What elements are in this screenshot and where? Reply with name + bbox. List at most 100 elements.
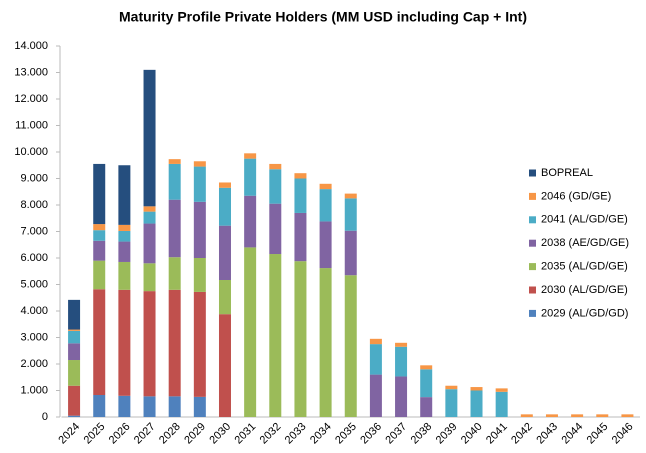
bar-segment: [621, 414, 634, 417]
y-tick-label: 5.000: [20, 278, 48, 290]
legend-label: 2029 (AL/GD/GD): [541, 307, 628, 319]
legend-swatch: [529, 239, 536, 247]
x-tick-label: 2025: [82, 421, 108, 447]
bar-segment: [118, 289, 131, 396]
x-tick-label: 2043: [534, 421, 560, 447]
y-tick-label: 13.000: [14, 66, 48, 78]
bar-segment: [218, 279, 231, 315]
bar-segment: [93, 289, 106, 396]
bar-segment: [269, 163, 282, 170]
x-tick-label: 2029: [182, 421, 208, 447]
x-tick-label: 2031: [233, 421, 259, 447]
x-tick-label: 2030: [207, 421, 233, 447]
x-tick-label: 2040: [459, 421, 485, 447]
bar-segment: [68, 360, 81, 386]
bar-segment: [445, 385, 458, 390]
x-tick-label: 2026: [107, 421, 133, 447]
x-tick-label: 2036: [358, 421, 384, 447]
y-tick-label: 10.000: [14, 146, 48, 158]
legend-label: BOPREAL: [541, 167, 593, 179]
bar-segment: [68, 299, 81, 330]
y-tick-label: 12.000: [14, 93, 48, 105]
bar-segment: [269, 169, 282, 204]
legend-label: 2038 (AE/GD/GE): [541, 237, 629, 249]
bar-segment: [143, 291, 156, 397]
y-tick-label: 8.000: [20, 199, 48, 211]
y-tick-label: 14.000: [14, 40, 48, 52]
bar-segment: [118, 261, 131, 290]
bar-segment: [319, 221, 332, 269]
chart-title: Maturity Profile Private Holders (MM USD…: [119, 9, 527, 25]
legend-label: 2041 (AL/GD/GE): [541, 214, 628, 226]
bar-segment: [445, 389, 458, 417]
bar-segment: [244, 158, 257, 196]
bar-segment: [495, 391, 508, 417]
bar-segment: [68, 329, 81, 331]
bar-segment: [294, 178, 307, 213]
legend-swatch: [529, 309, 536, 317]
bar-segment: [143, 206, 156, 212]
bar-segment: [420, 369, 433, 398]
bar-segment: [143, 211, 156, 224]
y-tick-label: 4.000: [20, 305, 48, 317]
y-tick-label: 7.000: [20, 225, 48, 237]
bar-segment: [218, 187, 231, 226]
bar-segment: [168, 163, 181, 200]
bar-segment: [495, 388, 508, 392]
bar-segment: [294, 261, 307, 417]
x-tick-label: 2037: [383, 421, 409, 447]
bar-segment: [520, 414, 533, 417]
legend-label: 2035 (AL/GD/GE): [541, 261, 628, 273]
bar-segment: [93, 240, 106, 261]
x-tick-label: 2027: [132, 421, 158, 447]
bar-segment: [118, 230, 131, 242]
bar-segment: [545, 414, 558, 417]
bar-segment: [68, 385, 81, 416]
x-tick-label: 2044: [559, 421, 585, 447]
bar-segment: [294, 173, 307, 179]
y-tick-label: 6.000: [20, 252, 48, 264]
x-tick-label: 2024: [56, 421, 82, 447]
bar-segment: [68, 415, 81, 417]
bar-segment: [369, 338, 382, 345]
bar-segment: [344, 230, 357, 276]
x-tick-label: 2032: [258, 421, 284, 447]
bar-segment: [93, 260, 106, 290]
x-tick-label: 2042: [509, 421, 535, 447]
y-tick-label: 1.000: [20, 384, 48, 396]
y-tick-label: 11.000: [15, 119, 48, 131]
bar-segment: [168, 159, 181, 164]
bar-segment: [93, 163, 106, 225]
bar-segment: [143, 223, 156, 264]
legend-label: 2046 (GD/GE): [541, 190, 611, 202]
bar-segment: [118, 165, 131, 225]
y-tick-label: 9.000: [20, 172, 48, 184]
bar-segment: [193, 166, 206, 202]
bar-segment: [143, 263, 156, 292]
legend-swatch: [529, 263, 536, 271]
bar-segment: [395, 346, 408, 377]
bar-segment: [68, 330, 81, 344]
bar-segment: [93, 230, 106, 241]
bar-segment: [193, 291, 206, 397]
bar-segment: [193, 161, 206, 167]
y-tick-label: 0: [42, 411, 48, 423]
x-tick-label: 2034: [308, 421, 334, 447]
bar-segment: [269, 254, 282, 417]
x-tick-label: 2035: [333, 421, 359, 447]
bar-segment: [193, 258, 206, 292]
bar-segment: [571, 414, 584, 417]
bar-segment: [218, 314, 231, 417]
legend-label: 2030 (AL/GD/GE): [541, 284, 628, 296]
bar-segment: [244, 153, 257, 159]
bar-segment: [344, 198, 357, 231]
bar-segment: [193, 396, 206, 417]
bar-segment: [218, 225, 231, 280]
x-tick-label: 2028: [157, 421, 183, 447]
legend-swatch: [529, 192, 536, 200]
bar-segment: [470, 387, 483, 391]
legend-swatch: [529, 169, 536, 177]
x-tick-label: 2045: [585, 421, 611, 447]
bar-segment: [118, 395, 131, 417]
